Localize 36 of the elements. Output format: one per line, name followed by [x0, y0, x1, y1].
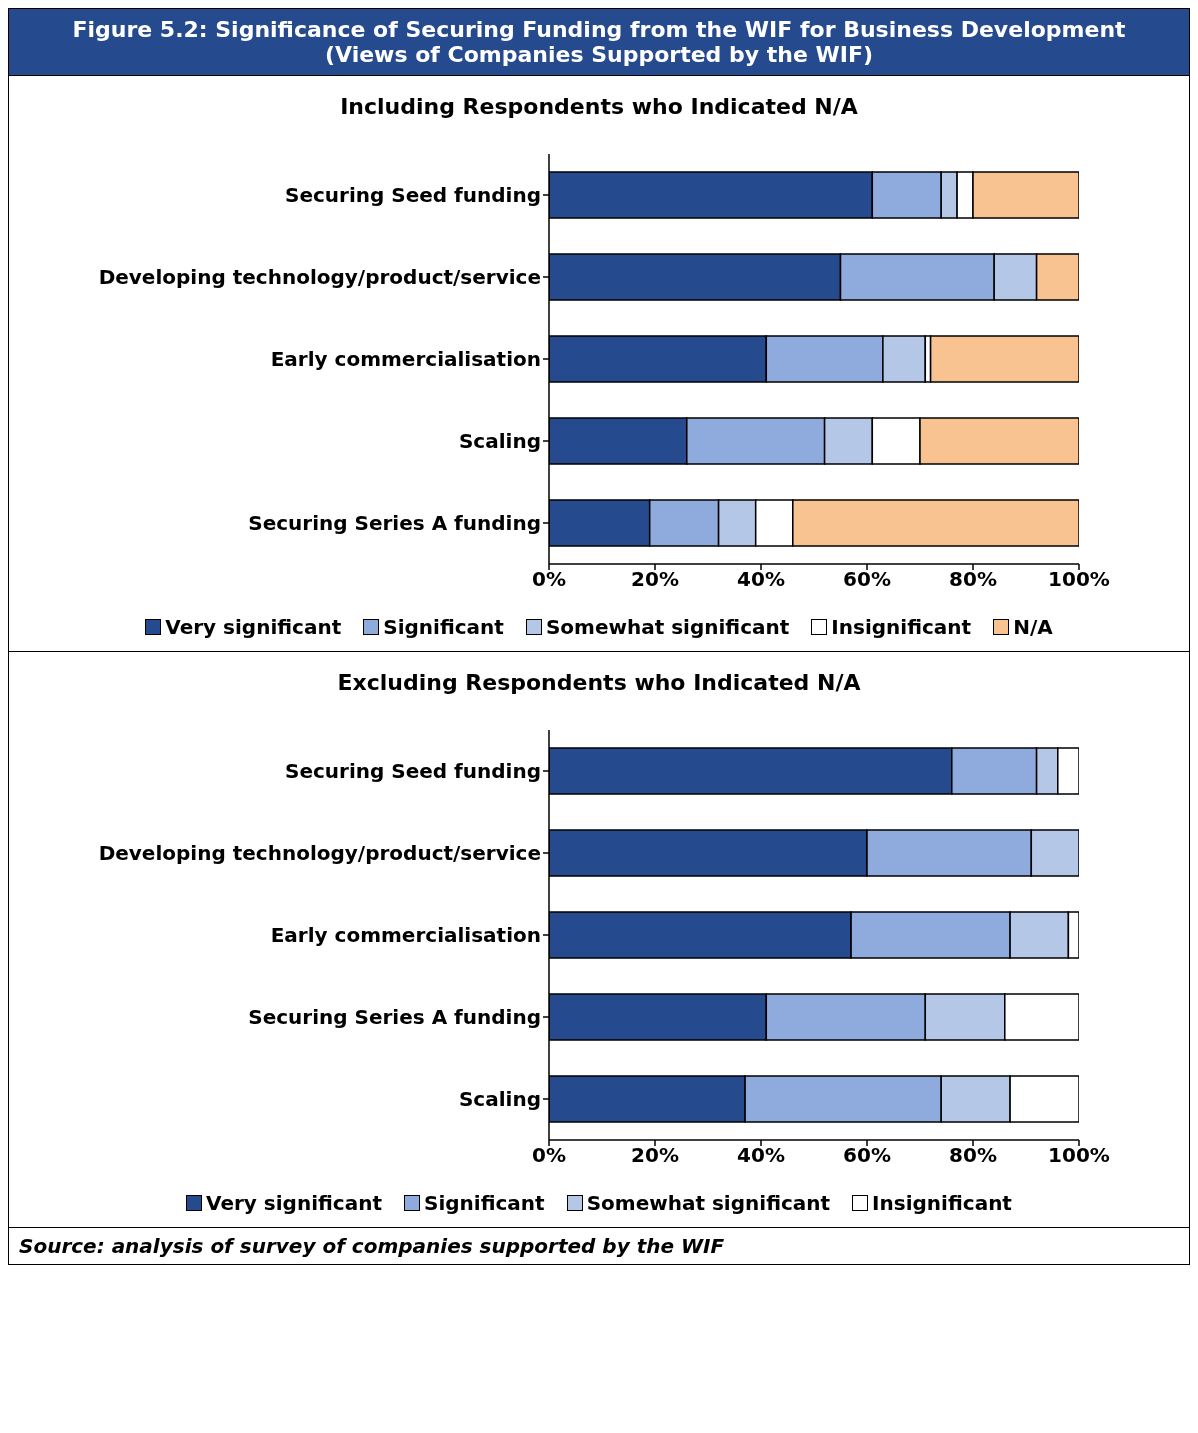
- legend-label: Very significant: [206, 1191, 383, 1215]
- y-tick-label: Securing Seed funding: [284, 183, 541, 208]
- chart-subtitle: Including Respondents who Indicated N/A: [339, 94, 859, 119]
- chart-title: Excluding Respondents who Indicated N/A: [336, 670, 862, 695]
- legend-label: N/A: [1013, 615, 1053, 639]
- legend-label: Insignificant: [831, 615, 972, 639]
- y-tick-label: Developing technology/product/service: [98, 841, 541, 866]
- x-tick-label: 40%: [737, 567, 785, 592]
- x-tick-label: 0%: [532, 567, 566, 592]
- x-tick-label: 80%: [949, 1143, 997, 1168]
- legend-label: Very significant: [165, 615, 342, 639]
- source-note: Source: analysis of survey of companies supported by the WIF: [9, 1227, 1189, 1264]
- x-tick-label: 60%: [843, 1143, 891, 1168]
- legend-label: Somewhat significant: [586, 1191, 831, 1215]
- y-tick-label: Scaling: [458, 429, 541, 454]
- x-tick-label: 100%: [1048, 567, 1110, 592]
- legend-label: Insignificant: [872, 1191, 1012, 1215]
- x-tick-label: 40%: [737, 1143, 785, 1168]
- y-tick-label: Early commercialisation: [270, 923, 541, 948]
- x-tick-label: 80%: [949, 567, 997, 592]
- y-tick-label: Securing Series A funding: [248, 511, 541, 536]
- chart-title: Figure 5.2: Significance of Securing Funding from the WIF for Business Development (Views of Companies Supported by the WIF): [9, 9, 1189, 76]
- legend-label: Significant: [424, 1191, 545, 1215]
- x-tick-label: 60%: [843, 567, 891, 592]
- x-tick-label: 20%: [631, 1143, 679, 1168]
- y-tick-label: Early commercialisation: [270, 347, 541, 372]
- y-tick-label: Developing technology/product/service: [98, 265, 541, 290]
- x-tick-label: 100%: [1048, 1143, 1110, 1168]
- legend-label: Somewhat significant: [545, 615, 790, 639]
- bar: [929, 335, 1079, 383]
- y-tick-label: Securing Series A funding: [248, 1005, 541, 1030]
- x-tick-label: 20%: [631, 567, 679, 592]
- y-tick-label: Scaling: [458, 1087, 541, 1112]
- legend-label: Significant: [383, 615, 504, 639]
- x-tick-label: 0%: [532, 1143, 566, 1168]
- y-tick-label: Securing Seed funding: [284, 759, 541, 784]
